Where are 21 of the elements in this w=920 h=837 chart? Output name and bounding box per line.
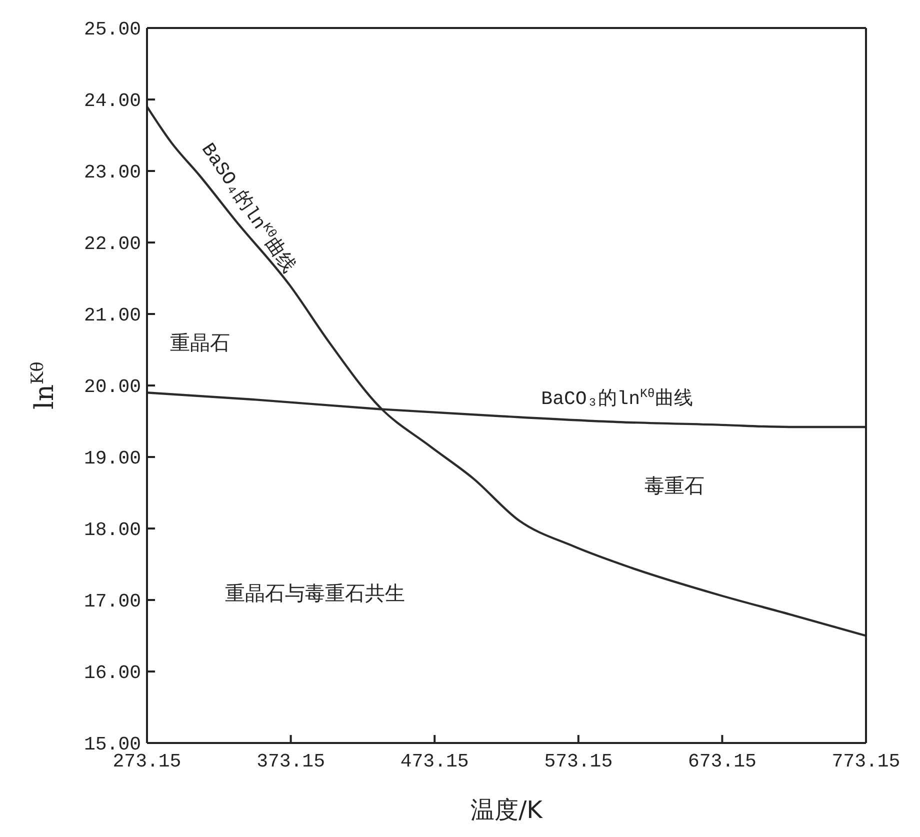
x-tick-label: 373.15 <box>256 750 326 772</box>
y-tick-label: 25.00 <box>84 18 141 41</box>
y-tick-label: 18.00 <box>84 519 141 542</box>
x-tick-label: 273.15 <box>112 750 182 772</box>
annotation: 重晶石与毒重石共生 <box>225 580 406 605</box>
y-tick-label: 16.00 <box>84 662 141 684</box>
y-tick-label: 21.00 <box>84 304 141 327</box>
y-tick-label: 22.00 <box>84 233 141 256</box>
annotation: 重晶石 <box>170 330 230 355</box>
x-axis-title: 温度/K <box>470 796 544 824</box>
y-tick-label: 20.00 <box>84 376 141 398</box>
x-tick-label: 673.15 <box>688 750 756 772</box>
y-tick-label: 19.00 <box>84 448 141 470</box>
annotation: 毒重石 <box>644 474 705 498</box>
x-tick-label: 573.15 <box>544 750 613 772</box>
x-tick-label: 473.15 <box>400 750 469 772</box>
x-tick-label: 773.15 <box>832 750 900 772</box>
y-tick-label: 17.00 <box>84 590 141 613</box>
y-tick-label: 24.00 <box>84 90 141 112</box>
y-tick-label: 23.00 <box>84 162 141 184</box>
annotation: BaCO₃的ln$^{Kθ}$曲线 <box>541 386 693 410</box>
